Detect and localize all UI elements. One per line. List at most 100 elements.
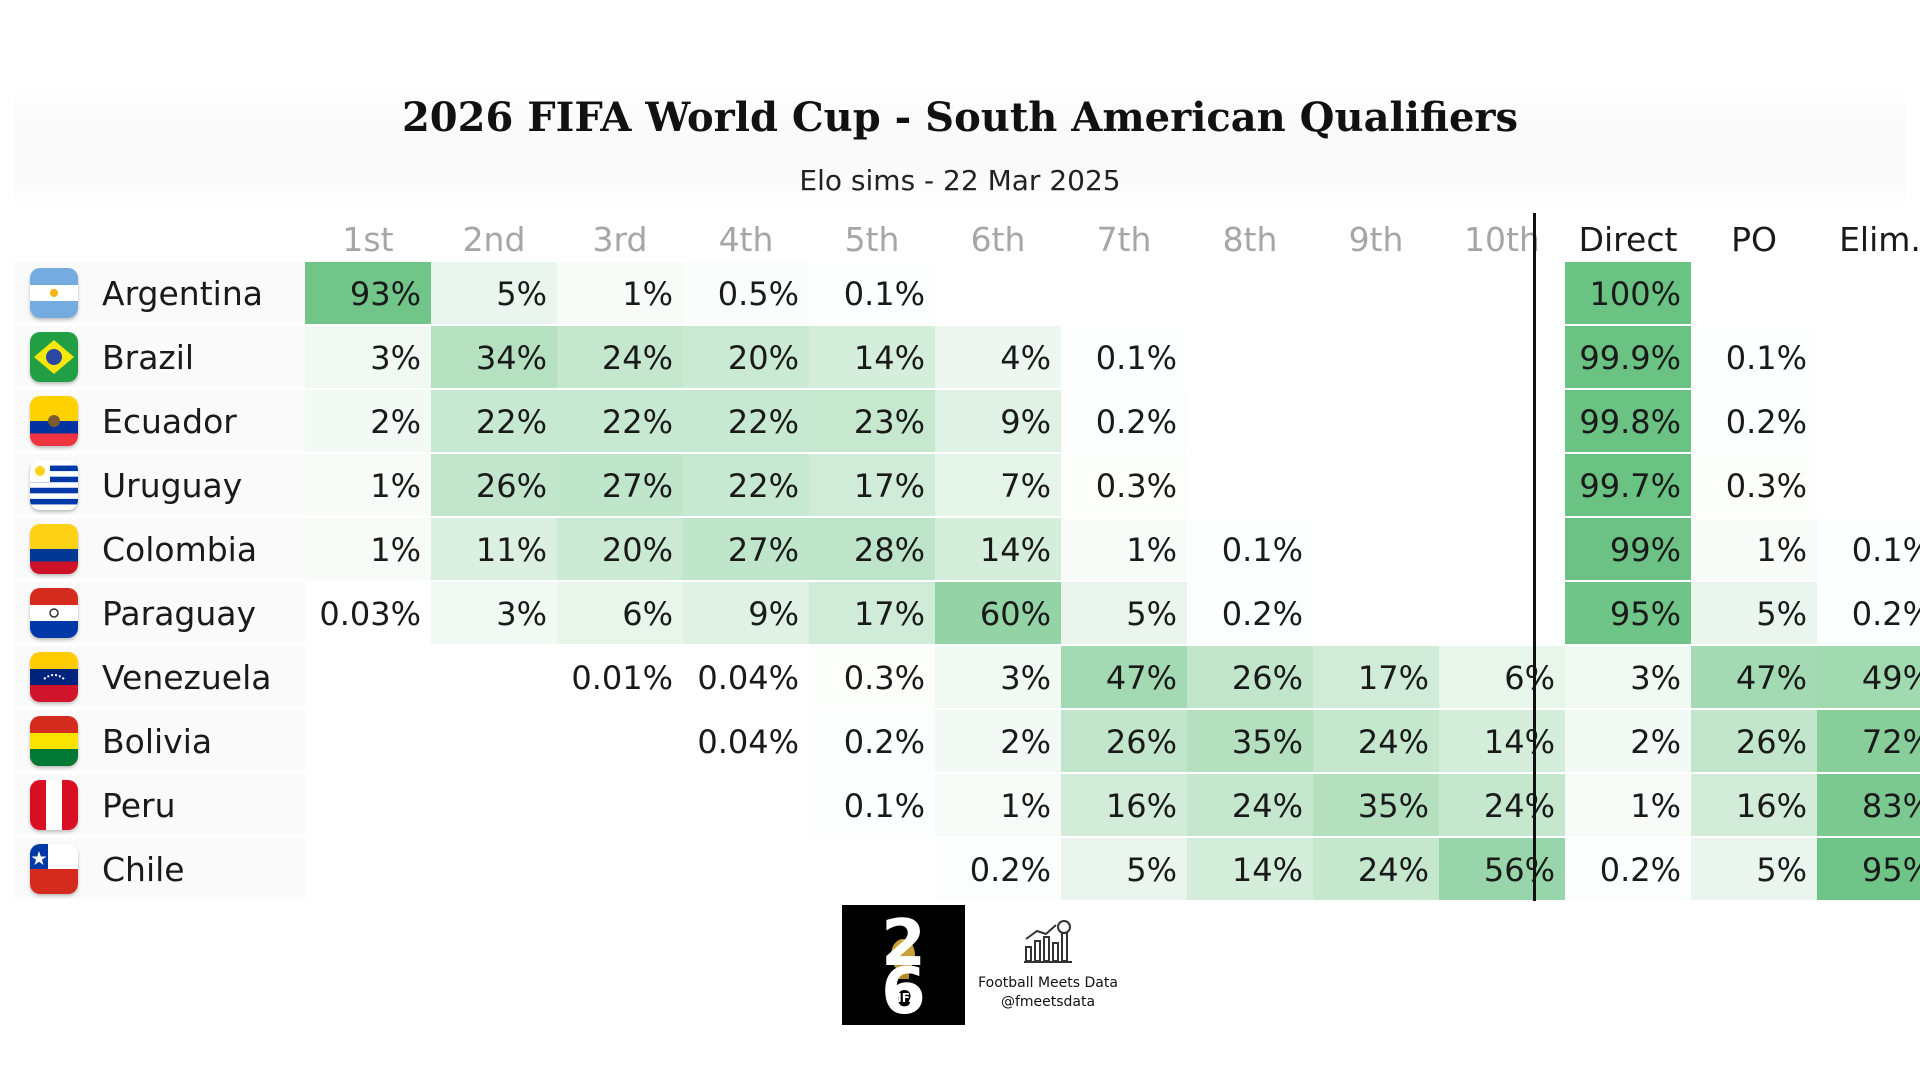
cell-bolivia-5th: 0.2% — [809, 710, 935, 772]
cell-chile-8th: 14% — [1187, 838, 1313, 900]
cell-uruguay-elim — [1817, 454, 1920, 516]
cell-argentina-6th — [935, 262, 1061, 324]
column-header-direct: Direct — [1578, 220, 1678, 259]
cell-bolivia-direct: 2% — [1565, 710, 1691, 772]
cell-colombia-4th: 27% — [683, 518, 809, 580]
cell-bolivia-elim: 72% — [1817, 710, 1920, 772]
column-header-po: PO — [1731, 220, 1777, 259]
cell-ecuador-elim — [1817, 390, 1920, 452]
brand-name: Football Meets Data — [978, 975, 1118, 991]
cell-colombia-7th: 1% — [1061, 518, 1187, 580]
cell-paraguay-4th: 9% — [683, 582, 809, 644]
cell-venezuela-2nd — [431, 646, 557, 708]
cell-brazil-4th: 20% — [683, 326, 809, 388]
chart-title: 2026 FIFA World Cup - South American Qua… — [401, 94, 1519, 141]
cell-chile-5th — [809, 838, 935, 900]
cell-colombia-8th: 0.1% — [1187, 518, 1313, 580]
cell-venezuela-10th: 6% — [1439, 646, 1565, 708]
cell-brazil-5th: 14% — [809, 326, 935, 388]
cell-paraguay-po: 5% — [1691, 582, 1817, 644]
cell-venezuela-po: 47% — [1691, 646, 1817, 708]
cell-uruguay-9th — [1313, 454, 1439, 516]
column-header-8th: 8th — [1222, 220, 1278, 259]
cell-brazil-2nd: 34% — [431, 326, 557, 388]
cell-brazil-3rd: 24% — [557, 326, 683, 388]
team-name-chile: Chile — [102, 850, 185, 889]
cell-argentina-5th: 0.1% — [809, 262, 935, 324]
cell-argentina-10th — [1439, 262, 1565, 324]
cell-paraguay-6th: 60% — [935, 582, 1061, 644]
team-name-colombia: Colombia — [102, 530, 258, 569]
cell-paraguay-2nd: 3% — [431, 582, 557, 644]
cell-bolivia-1st — [305, 710, 431, 772]
cell-venezuela-4th: 0.04% — [683, 646, 809, 708]
cell-brazil-7th: 0.1% — [1061, 326, 1187, 388]
cell-ecuador-po: 0.2% — [1691, 390, 1817, 452]
cell-colombia-3rd: 20% — [557, 518, 683, 580]
cell-ecuador-7th: 0.2% — [1061, 390, 1187, 452]
cell-brazil-10th — [1439, 326, 1565, 388]
cell-peru-7th: 16% — [1061, 774, 1187, 836]
cell-argentina-9th — [1313, 262, 1439, 324]
column-header-6th: 6th — [970, 220, 1026, 259]
cell-chile-direct: 0.2% — [1565, 838, 1691, 900]
cell-uruguay-1st: 1% — [305, 454, 431, 516]
column-header-2nd: 2nd — [462, 220, 526, 259]
cell-venezuela-5th: 0.3% — [809, 646, 935, 708]
cell-chile-4th — [683, 838, 809, 900]
bolivia-flag-icon — [30, 716, 78, 766]
ecuador-flag-icon — [30, 396, 78, 446]
column-header-elim: Elim. — [1839, 220, 1920, 259]
cell-brazil-1st: 3% — [305, 326, 431, 388]
cell-chile-10th: 56% — [1439, 838, 1565, 900]
cell-colombia-10th — [1439, 518, 1565, 580]
cell-brazil-po: 0.1% — [1691, 326, 1817, 388]
column-header-5th: 5th — [844, 220, 900, 259]
cell-ecuador-4th: 22% — [683, 390, 809, 452]
cell-uruguay-10th — [1439, 454, 1565, 516]
cell-argentina-3rd: 1% — [557, 262, 683, 324]
argentina-flag-icon — [30, 268, 78, 318]
cell-venezuela-direct: 3% — [1565, 646, 1691, 708]
cell-bolivia-4th: 0.04% — [683, 710, 809, 772]
paraguay-flag-icon — [30, 588, 78, 638]
cell-argentina-4th: 0.5% — [683, 262, 809, 324]
team-name-ecuador: Ecuador — [102, 402, 237, 441]
cell-bolivia-9th: 24% — [1313, 710, 1439, 772]
cell-paraguay-8th: 0.2% — [1187, 582, 1313, 644]
cell-venezuela-1st — [305, 646, 431, 708]
cell-peru-elim: 83% — [1817, 774, 1920, 836]
cell-argentina-8th — [1187, 262, 1313, 324]
cell-uruguay-2nd: 26% — [431, 454, 557, 516]
cell-argentina-po — [1691, 262, 1817, 324]
cell-colombia-9th — [1313, 518, 1439, 580]
cell-peru-6th: 1% — [935, 774, 1061, 836]
cell-peru-9th: 35% — [1313, 774, 1439, 836]
cell-colombia-elim: 0.1% — [1817, 518, 1920, 580]
cell-bolivia-8th: 35% — [1187, 710, 1313, 772]
cell-ecuador-direct: 99.8% — [1565, 390, 1691, 452]
cell-colombia-direct: 99% — [1565, 518, 1691, 580]
cell-paraguay-elim: 0.2% — [1817, 582, 1920, 644]
cell-peru-10th: 24% — [1439, 774, 1565, 836]
cell-uruguay-4th: 22% — [683, 454, 809, 516]
peru-flag-icon — [30, 780, 78, 830]
cell-argentina-7th — [1061, 262, 1187, 324]
cell-uruguay-3rd: 27% — [557, 454, 683, 516]
cell-argentina-direct: 100% — [1565, 262, 1691, 324]
cell-chile-3rd — [557, 838, 683, 900]
cell-peru-1st — [305, 774, 431, 836]
cell-ecuador-2nd: 22% — [431, 390, 557, 452]
cell-bolivia-6th: 2% — [935, 710, 1061, 772]
cell-ecuador-1st: 2% — [305, 390, 431, 452]
cell-paraguay-5th: 17% — [809, 582, 935, 644]
team-name-argentina: Argentina — [102, 274, 263, 313]
bar-chart-football-icon — [1024, 920, 1072, 963]
chile-flag-icon — [30, 844, 78, 894]
cell-peru-2nd — [431, 774, 557, 836]
cell-brazil-9th — [1313, 326, 1439, 388]
brazil-flag-icon — [30, 332, 78, 382]
team-name-peru: Peru — [102, 786, 176, 825]
cell-bolivia-7th: 26% — [1061, 710, 1187, 772]
